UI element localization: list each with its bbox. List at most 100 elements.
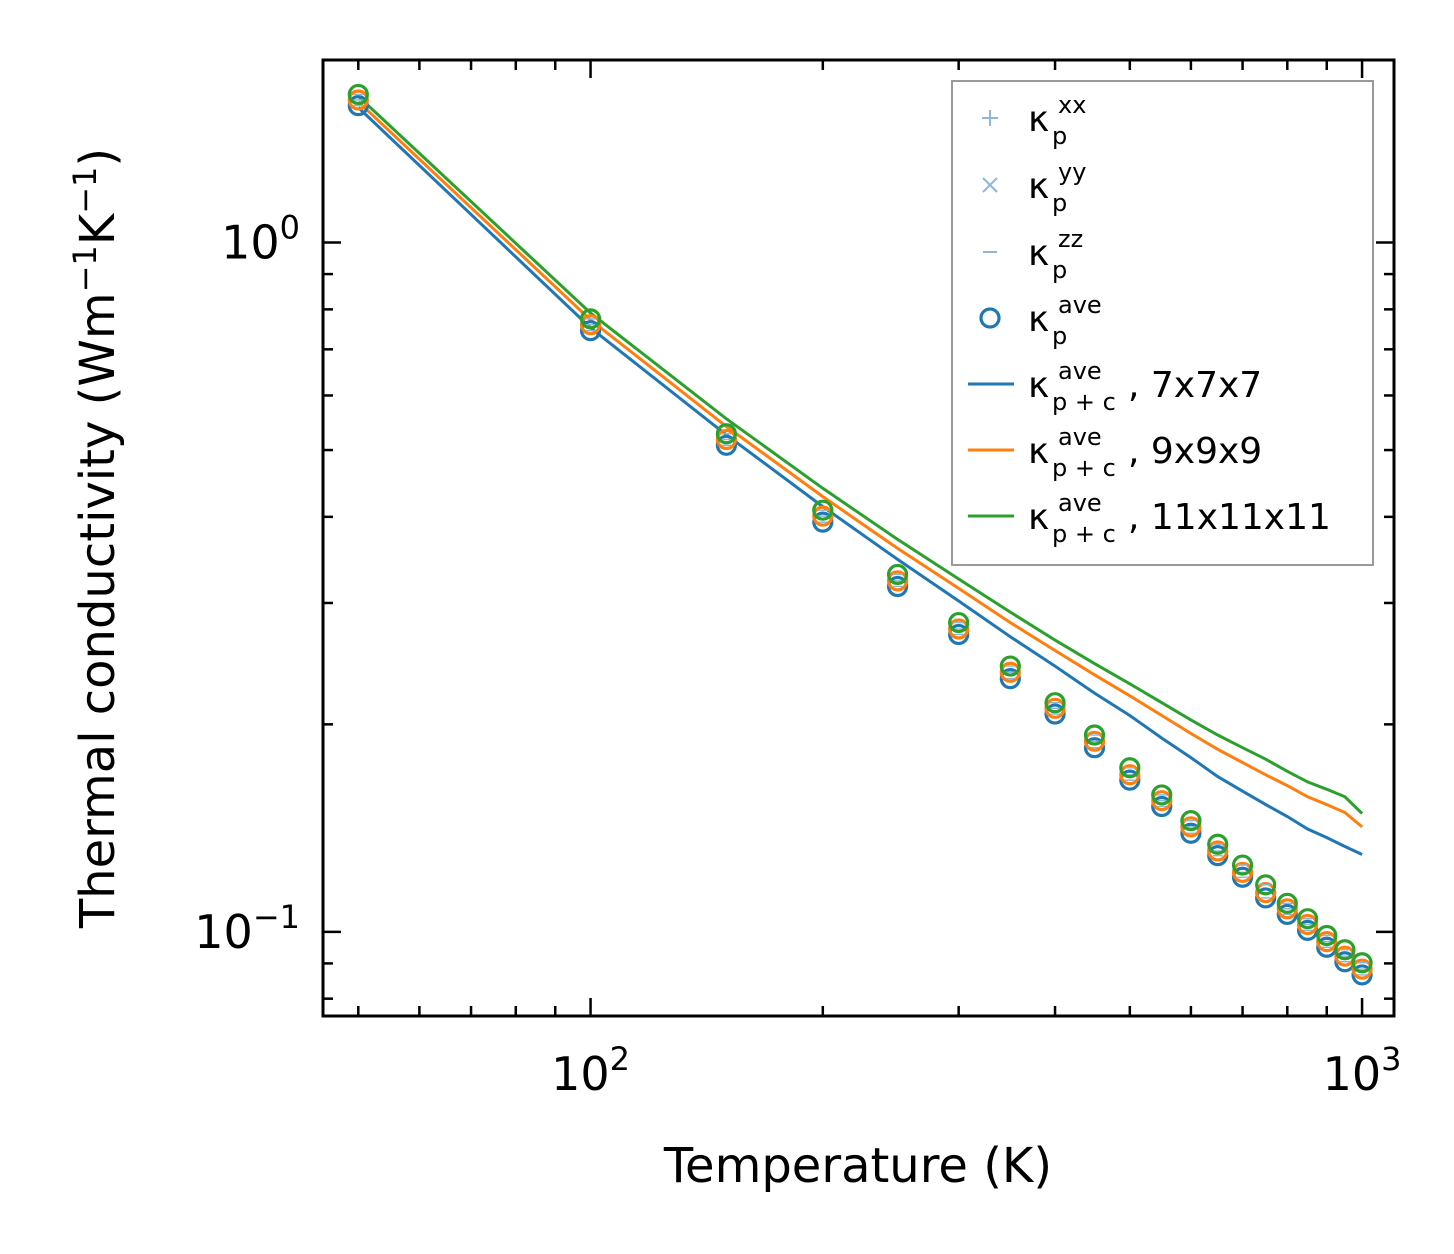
legend-kappa: κ	[1028, 233, 1049, 274]
y-axis-label: Thermal conductivity (Wm−1K−1)	[66, 148, 126, 929]
data-point-s1-13	[1231, 861, 1254, 883]
data-point-s1-12	[1207, 840, 1229, 862]
y-tick-label-exp: −1	[253, 898, 300, 936]
data-point-s2-4	[886, 563, 909, 586]
y-tick-label-1: 10−1	[194, 898, 300, 959]
legend-sub-1: p	[1052, 189, 1067, 217]
data-point-s2-10	[1151, 784, 1173, 806]
legend-sub-0: p	[1052, 122, 1067, 150]
data-point-s0-10	[1151, 795, 1173, 818]
y-axis-label-main: Thermal conductivity (Wm	[70, 292, 126, 929]
legend-sub-6: p + c	[1052, 520, 1116, 548]
data-point-s1-1	[579, 314, 602, 336]
y-axis-label-exp2: −1	[66, 167, 104, 214]
data-point-s1-11	[1180, 816, 1202, 838]
legend-label-1: κ	[1028, 166, 1049, 207]
data-point-s2-1	[579, 308, 602, 330]
x-tick-label-0: 102	[551, 1040, 630, 1101]
data-point-s0-0	[347, 95, 369, 117]
data-point-s1-9	[1119, 764, 1141, 786]
data-point-s2-3	[812, 499, 834, 521]
data-point-s2-16	[1297, 908, 1319, 930]
legend-marker-circle	[979, 307, 1001, 329]
series-line-4	[357, 100, 1364, 829]
legend-label-0: κ	[1028, 99, 1049, 140]
legend-suffix-6: , 11x11x11	[1128, 497, 1331, 538]
x-tick-label-base: 10	[551, 1047, 610, 1101]
data-point-s1-2	[715, 428, 738, 451]
legend-sub-4: p + c	[1052, 388, 1116, 416]
plot-frame	[321, 58, 1396, 1018]
x-tick-label-1: 103	[1323, 1040, 1402, 1101]
legend-sub-3: p	[1052, 322, 1067, 350]
data-point-s1-3	[812, 505, 834, 527]
data-point-s1-5	[948, 618, 970, 640]
legend-kappa: κ	[1028, 166, 1049, 207]
legend-suffix-5: , 9x9x9	[1128, 431, 1262, 472]
y-tick-label-0: 100	[221, 209, 300, 270]
legend-label-3: κ	[1028, 299, 1049, 340]
data-point-s2-5	[948, 611, 970, 634]
data-point-s0-1	[579, 320, 602, 342]
x-tick-label-exp: 2	[610, 1040, 630, 1078]
data-point-s1-19	[1351, 958, 1373, 980]
legend-kappa: κ	[1028, 497, 1049, 538]
y-tick-label-base: 10	[194, 905, 253, 959]
axis-ticks	[323, 60, 1394, 1016]
data-point-s2-17	[1316, 924, 1338, 947]
legend-label-4: κ	[1028, 365, 1049, 406]
data-point-s1-8	[1083, 730, 1106, 752]
data-point-s2-0	[347, 83, 369, 106]
data-point-s1-6	[999, 661, 1021, 683]
y-tick-label-exp: 0	[280, 209, 300, 247]
data-point-s1-17	[1316, 931, 1338, 953]
data-point-s2-6	[999, 655, 1021, 677]
data-point-s0-8	[1083, 737, 1106, 759]
legend-sup-1: yy	[1058, 158, 1086, 186]
data-point-s0-6	[999, 668, 1021, 690]
data-point-s2-8	[1083, 724, 1106, 746]
data-point-s0-19	[1351, 964, 1373, 986]
data-point-s2-9	[1119, 757, 1141, 779]
data-point-s1-10	[1151, 790, 1173, 812]
legend-sup-3: ave	[1058, 291, 1102, 319]
legend-kappa: κ	[1028, 299, 1049, 340]
legend-label-6: κ	[1028, 497, 1049, 538]
legend-sup-5: ave	[1058, 423, 1102, 451]
legend-box	[951, 80, 1374, 566]
data-point-s2-2	[715, 423, 738, 445]
data-point-s1-14	[1255, 882, 1277, 904]
data-point-s2-15	[1276, 892, 1298, 914]
legend-sub-5: p + c	[1052, 454, 1116, 482]
legend-suffix-4: , 7x7x7	[1128, 365, 1262, 406]
legend-sub-2: p	[1052, 256, 1067, 284]
y-tick-label-base: 10	[221, 216, 280, 270]
data-point-s2-12	[1207, 833, 1229, 855]
series-line-3	[357, 106, 1363, 856]
data-point-s0-2	[715, 434, 738, 456]
y-axis-label-close: )	[70, 148, 126, 167]
data-point-s0-7	[1044, 703, 1066, 725]
data-point-s1-16	[1297, 913, 1319, 936]
x-tick-label-base: 10	[1323, 1047, 1382, 1101]
data-point-s2-7	[1044, 692, 1066, 714]
legend-kappa: κ	[1028, 431, 1049, 472]
series-line-5	[357, 95, 1364, 815]
data-point-s0-3	[812, 511, 834, 533]
data-point-s1-4	[886, 570, 909, 592]
legend-sup-4: ave	[1058, 357, 1102, 385]
data-point-s2-14	[1255, 874, 1277, 896]
legend-label-5: κ	[1028, 431, 1049, 472]
x-tick-label-exp: 3	[1381, 1040, 1401, 1078]
y-axis-label-unit: K	[70, 212, 126, 245]
y-axis-label-exp1: −1	[66, 245, 104, 292]
data-point-s0-4	[886, 575, 909, 598]
data-point-s1-7	[1044, 697, 1066, 719]
data-point-s2-19	[1351, 952, 1373, 974]
plot-area	[347, 83, 1373, 986]
x-axis-label: Temperature (K)	[663, 1138, 1052, 1194]
legend-sup-6: ave	[1058, 489, 1102, 517]
